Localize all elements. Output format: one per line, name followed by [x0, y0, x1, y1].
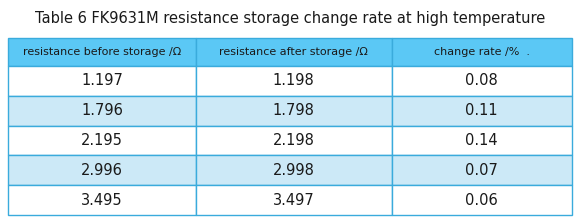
Text: 0.06: 0.06	[465, 192, 498, 208]
Text: resistance before storage /Ω: resistance before storage /Ω	[23, 47, 181, 57]
Bar	[392, 185, 572, 215]
Text: 3.497: 3.497	[273, 192, 314, 208]
Bar	[8, 66, 196, 96]
Bar	[196, 185, 392, 215]
Text: 0.11: 0.11	[465, 103, 498, 118]
Text: 2.998: 2.998	[273, 163, 314, 178]
Text: Table 6 FK9631M resistance storage change rate at high temperature: Table 6 FK9631M resistance storage chang…	[35, 11, 545, 26]
Bar	[392, 66, 572, 96]
Bar	[196, 155, 392, 185]
Bar	[392, 126, 572, 155]
Bar	[392, 38, 572, 66]
Text: 3.495: 3.495	[81, 192, 123, 208]
Bar	[8, 155, 196, 185]
Bar	[392, 155, 572, 185]
Bar	[8, 96, 196, 126]
Bar	[8, 38, 196, 66]
Text: resistance after storage /Ω: resistance after storage /Ω	[219, 47, 368, 57]
Bar	[392, 96, 572, 126]
Text: 1.198: 1.198	[273, 73, 314, 88]
Text: 2.195: 2.195	[81, 133, 123, 148]
Text: 1.197: 1.197	[81, 73, 123, 88]
Text: 1.798: 1.798	[273, 103, 314, 118]
Text: 2.996: 2.996	[81, 163, 123, 178]
Text: 0.07: 0.07	[465, 163, 498, 178]
Text: 0.14: 0.14	[465, 133, 498, 148]
Bar	[196, 66, 392, 96]
Text: change rate /%  .: change rate /% .	[434, 47, 530, 57]
Bar	[196, 38, 392, 66]
Bar	[196, 96, 392, 126]
Bar	[196, 126, 392, 155]
Text: 2.198: 2.198	[273, 133, 314, 148]
Bar	[8, 126, 196, 155]
Bar	[8, 185, 196, 215]
Text: 0.08: 0.08	[465, 73, 498, 88]
Text: 1.796: 1.796	[81, 103, 123, 118]
